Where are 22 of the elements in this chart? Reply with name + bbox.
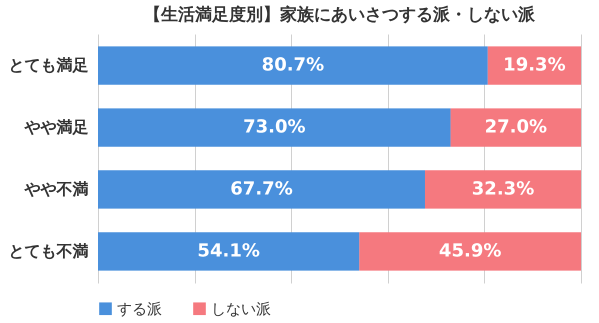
data-label: 67.7% xyxy=(230,178,293,200)
data-label: 45.9% xyxy=(438,240,502,262)
data-label: 32.3% xyxy=(472,178,534,200)
data-label: 73.0% xyxy=(243,116,306,138)
bar xyxy=(359,232,581,271)
data-label: 27.0% xyxy=(484,116,548,138)
y-tick-label: やや満足 xyxy=(24,118,88,137)
bar xyxy=(424,170,581,209)
data-label: 80.7% xyxy=(262,54,324,76)
y-tick-label: とても満足 xyxy=(8,56,88,75)
legend-label: しない派 xyxy=(211,300,271,318)
bar xyxy=(98,170,425,209)
bar xyxy=(98,232,360,271)
data-label: 54.1% xyxy=(197,240,260,262)
bar xyxy=(98,108,451,147)
bar xyxy=(98,46,488,85)
bar xyxy=(450,108,581,147)
data-label: 19.3% xyxy=(503,54,566,76)
y-tick-label: やや不満 xyxy=(24,179,88,198)
chart-title: 【生活満足度別】家族にあいさつする派・しない派 xyxy=(144,5,536,25)
legend-label: する派 xyxy=(117,300,162,318)
y-tick-label: とても不満 xyxy=(8,241,88,260)
